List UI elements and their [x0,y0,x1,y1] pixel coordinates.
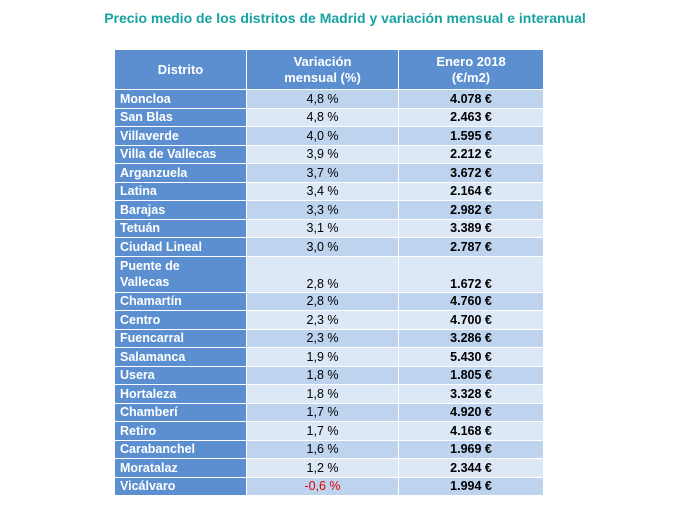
price-cell: 2.212 € [398,144,544,164]
variation-cell: 4,8 % [246,89,399,109]
header-district: Distrito [114,49,247,90]
price-cell: 2.982 € [398,200,544,220]
variation-cell: 3,1 % [246,218,399,238]
district-cell: San Blas [114,107,247,127]
district-cell: Tetuán [114,218,247,238]
table-row: Moratalaz 1,2 % 2.344 € [114,458,544,478]
variation-cell: 2,3 % [246,310,399,330]
table-row: Centro 2,3 % 4.700 € [114,310,544,330]
district-cell: Villaverde [114,126,247,146]
price-cell: 1.805 € [398,365,544,385]
table-row: Usera 1,8 % 1.805 € [114,365,544,385]
district-cell: Moratalaz [114,458,247,478]
district-cell: Moncloa [114,89,247,109]
table-row: Moncloa 4,8 % 4.078 € [114,89,544,109]
price-cell: 3.328 € [398,384,544,404]
price-cell: 4.760 € [398,291,544,311]
district-name-line2: Vallecas [120,275,170,289]
table-row: Fuencarral 2,3 % 3.286 € [114,328,544,348]
district-cell: Fuencarral [114,328,247,348]
price-cell: 1.595 € [398,126,544,146]
table-body: Moncloa 4,8 % 4.078 € San Blas 4,8 % 2.463 € V… [114,89,544,496]
variation-cell: 1,6 % [246,439,399,459]
table-row: Villaverde 4,0 % 1.595 € [114,126,544,146]
price-cell: 4.078 € [398,89,544,109]
table-row: Ciudad Lineal 3,0 % 2.787 € [114,237,544,257]
header-price-line2: (€/m2) [451,69,491,85]
header-variation-line1: Variación [293,53,352,69]
price-cell: 3.286 € [398,328,544,348]
price-cell: 1.969 € [398,439,544,459]
price-cell: 2.344 € [398,458,544,478]
district-cell: Puente de Vallecas [114,255,247,293]
table-row: Salamanca 1,9 % 5.430 € [114,347,544,367]
variation-cell: 1,7 % [246,421,399,441]
district-cell: Centro [114,310,247,330]
variation-cell: 1,9 % [246,347,399,367]
variation-cell: 3,0 % [246,237,399,257]
price-cell: 1.672 € [398,255,544,293]
district-cell: Hortaleza [114,384,247,404]
district-cell: Vicálvaro [114,476,247,496]
table-row: Latina 3,4 % 2.164 € [114,181,544,201]
table-row: Arganzuela 3,7 % 3.672 € [114,163,544,183]
header-district-label: Distrito [157,61,204,77]
table-row: Tetuán 3,1 % 3.389 € [114,218,544,238]
variation-cell: 3,3 % [246,200,399,220]
district-name-line1: Puente de [120,259,180,273]
table-row: Retiro 1,7 % 4.168 € [114,421,544,441]
variation-cell: 3,7 % [246,163,399,183]
price-cell: 4.700 € [398,310,544,330]
table-row: Barajas 3,3 % 2.982 € [114,200,544,220]
district-cell: Ciudad Lineal [114,237,247,257]
table-row: Carabanchel 1,6 % 1.969 € [114,439,544,459]
price-cell: 3.389 € [398,218,544,238]
variation-cell: 1,2 % [246,458,399,478]
district-cell: Latina [114,181,247,201]
price-cell: 4.168 € [398,421,544,441]
district-cell: Villa de Vallecas [114,144,247,164]
district-cell: Chamartín [114,291,247,311]
price-cell: 2.463 € [398,107,544,127]
district-cell: Retiro [114,421,247,441]
variation-cell: 3,4 % [246,181,399,201]
variation-cell: 1,7 % [246,402,399,422]
price-cell: 2.787 € [398,237,544,257]
header-price-line1: Enero 2018 [436,53,506,69]
table-row: Chamartín 2,8 % 4.760 € [114,291,544,311]
header-variation-line2: mensual (%) [284,69,361,85]
table-row: Vicálvaro -0,6 % 1.994 € [114,476,544,496]
price-cell: 3.672 € [398,163,544,183]
district-cell: Arganzuela [114,163,247,183]
district-cell: Salamanca [114,347,247,367]
district-cell: Usera [114,365,247,385]
page-title: Precio medio de los distritos de Madrid … [104,10,586,26]
table-header-row: Distrito Variación mensual (%) Enero 201… [114,49,544,90]
table-row: Hortaleza 1,8 % 3.328 € [114,384,544,404]
table-row: Puente de Vallecas 2,8 % 1.672 € [114,255,544,293]
variation-cell: 2,3 % [246,328,399,348]
variation-cell: 3,9 % [246,144,399,164]
district-cell: Barajas [114,200,247,220]
header-price: Enero 2018 (€/m2) [398,49,544,90]
district-cell: Chamberí [114,402,247,422]
price-cell: 4.920 € [398,402,544,422]
price-cell: 5.430 € [398,347,544,367]
variation-cell: 2,8 % [246,291,399,311]
table-row: San Blas 4,8 % 2.463 € [114,107,544,127]
variation-cell: -0,6 % [246,476,399,496]
table-row: Chamberí 1,7 % 4.920 € [114,402,544,422]
variation-cell: 1,8 % [246,384,399,404]
table-row: Villa de Vallecas 3,9 % 2.212 € [114,144,544,164]
variation-cell: 4,0 % [246,126,399,146]
district-cell: Carabanchel [114,439,247,459]
district-price-table: Distrito Variación mensual (%) Enero 201… [114,49,544,496]
price-cell: 2.164 € [398,181,544,201]
price-cell: 1.994 € [398,476,544,496]
variation-cell: 4,8 % [246,107,399,127]
header-variation: Variación mensual (%) [246,49,399,90]
variation-cell: 2,8 % [246,255,399,293]
variation-cell: 1,8 % [246,365,399,385]
